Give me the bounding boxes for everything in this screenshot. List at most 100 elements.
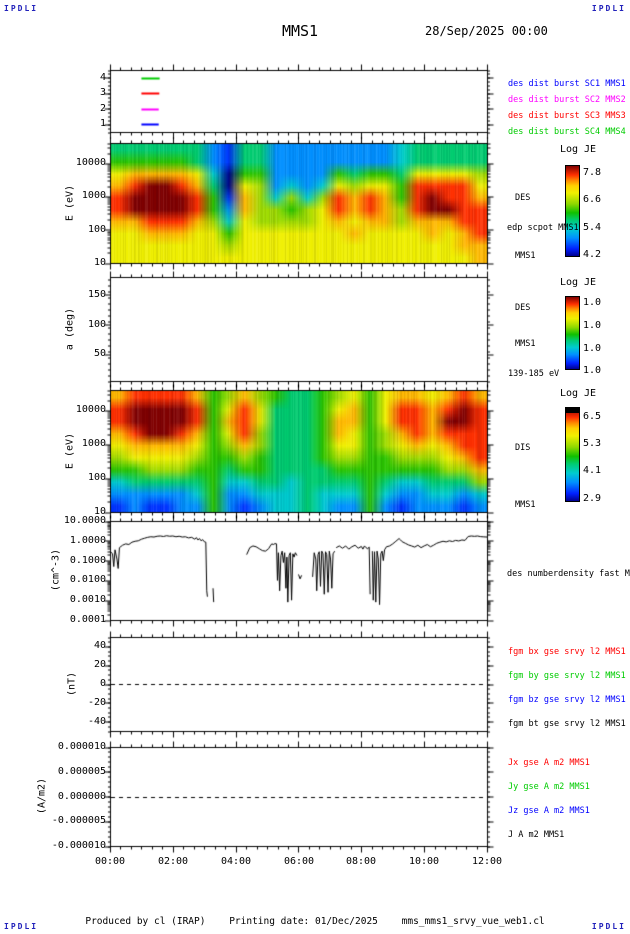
footer-filename: mms_mms1_srvy_vue_web1.cl <box>401 916 545 927</box>
footer-produced-by: Produced by cl (IRAP) <box>85 916 206 927</box>
des-pitch-angle-ylabel: a (deg) <box>64 307 76 351</box>
des-energy-spectrogram-ytick-label: 10000 <box>75 157 106 168</box>
x-axis-time-label: 00:00 <box>94 856 126 867</box>
x-axis-time-label: 04:00 <box>220 856 252 867</box>
ion-number-density-ylabel: (cm^-3) <box>50 548 62 592</box>
dis-energy-spectrogram-plot <box>102 382 495 520</box>
burst-availability-ytick-label: 2 <box>99 103 106 114</box>
des-pitch-angle-right-label: 139-185 eV <box>508 369 560 379</box>
magnetic-field-plot <box>102 629 495 739</box>
des-energy-spectrogram-right-label: DES <box>515 193 531 203</box>
ion-number-density-right-label: des numberdensity fast M <box>507 569 630 579</box>
magnetic-field-ytick-label: -20 <box>87 697 106 708</box>
ipdli-logo-bottom-left: IPDLI <box>4 922 39 931</box>
des-pitch-angle-colorbar-tick: 1.0 <box>583 297 602 308</box>
des-energy-spectrogram-right-label: edp scpot MMS1 <box>507 223 579 233</box>
des-pitch-angle-colorbar-tick: 1.0 <box>583 320 602 331</box>
dis-energy-spectrogram-colorbar-tick: 4.1 <box>583 465 602 476</box>
current-density-ytick-label: -0.000010 <box>51 840 106 851</box>
des-pitch-angle-colorbar-tick: 1.0 <box>583 343 602 354</box>
magnetic-field-right-label: fgm bt gse srvy l2 MMS1 <box>508 719 626 729</box>
x-axis-time-label: 08:00 <box>345 856 377 867</box>
ion-number-density-ytick-label: 0.0100 <box>69 574 106 585</box>
burst-availability-plot <box>102 62 495 140</box>
magnetic-field-right-label: fgm bx gse srvy l2 MMS1 <box>508 647 626 657</box>
current-density-plot <box>102 739 495 854</box>
burst-availability-right-label: des dist burst SC3 MMS3 <box>508 111 626 121</box>
dis-energy-spectrogram-right-label: MMS1 <box>515 500 536 510</box>
x-axis-time-label: 02:00 <box>157 856 189 867</box>
x-axis-time-label: 10:00 <box>408 856 440 867</box>
ion-number-density-ytick-label: 10.0000 <box>63 515 106 526</box>
dis-energy-spectrogram-colorbar-tick: 6.5 <box>583 411 602 422</box>
magnetic-field-ytick-label: 40 <box>93 640 106 651</box>
ipdli-logo-top-right: IPDLI <box>591 4 626 13</box>
ion-number-density-ytick-label: 0.0010 <box>69 594 106 605</box>
ion-number-density-plot <box>102 513 495 628</box>
magnetic-field-ytick-label: -40 <box>87 716 106 727</box>
burst-availability-ytick-label: 3 <box>99 87 106 98</box>
burst-availability-right-label: des dist burst SC4 MMS4 <box>508 127 626 137</box>
dis-energy-spectrogram-colorbar-overflow-cap <box>566 408 579 413</box>
des-pitch-angle-ytick-label: 150 <box>87 289 106 300</box>
des-pitch-angle-ytick-label: 100 <box>87 319 106 330</box>
dis-energy-spectrogram-ylabel: E (eV) <box>64 432 76 470</box>
page-title: MMS1 <box>281 22 319 40</box>
current-density-ytick-label: 0.000005 <box>57 766 106 777</box>
magnetic-field-right-label: fgm by gse srvy l2 MMS1 <box>508 671 626 681</box>
dis-energy-spectrogram-ytick-label: 1000 <box>81 438 106 449</box>
ion-number-density-ytick-label: 1.0000 <box>69 535 106 546</box>
footer: Produced by cl (IRAP) Printing date: 01/… <box>0 916 630 927</box>
current-density-right-label: Jy gse A m2 MMS1 <box>508 782 590 792</box>
ipdli-logo-top-left: IPDLI <box>4 4 39 13</box>
current-density-ylabel: (A/m2) <box>36 777 48 815</box>
x-axis-time-label: 12:00 <box>471 856 503 867</box>
des-pitch-angle-right-label: MMS1 <box>515 339 536 349</box>
des-energy-spectrogram-plot <box>102 135 495 271</box>
des-pitch-angle-ytick-label: 50 <box>93 348 106 359</box>
des-pitch-angle-plot <box>102 269 495 389</box>
magnetic-field-ylabel: (nT) <box>66 671 78 697</box>
des-pitch-angle-colorbar-title: Log JE <box>559 277 597 288</box>
dis-energy-spectrogram-right-label: DIS <box>515 443 531 453</box>
ion-number-density-ytick-label: 0.0001 <box>69 614 106 625</box>
current-density-ytick-label: 0.000000 <box>57 791 106 802</box>
burst-availability-right-label: des dist burst SC1 MMS1 <box>508 79 626 89</box>
des-energy-spectrogram-colorbar-title: Log JE <box>559 144 597 155</box>
current-density-ytick-label: 0.000010 <box>57 741 106 752</box>
des-energy-spectrogram-ytick-label: 100 <box>87 224 106 235</box>
dis-energy-spectrogram-colorbar <box>565 407 580 502</box>
dis-energy-spectrogram-ytick-label: 10 <box>93 506 106 517</box>
des-energy-spectrogram-colorbar-tick: 7.8 <box>583 167 602 178</box>
burst-availability-ytick-label: 1 <box>99 118 106 129</box>
des-energy-spectrogram-colorbar-tick: 5.4 <box>583 222 602 233</box>
des-energy-spectrogram-colorbar-tick: 4.2 <box>583 249 602 260</box>
burst-availability-right-label: des dist burst SC2 MMS2 <box>508 95 626 105</box>
dis-energy-spectrogram-colorbar-title: Log JE <box>559 388 597 399</box>
des-energy-spectrogram-ytick-label: 1000 <box>81 190 106 201</box>
header-datetime: 28/Sep/2025 00:00 <box>425 24 548 38</box>
dis-energy-spectrogram-ytick-label: 10000 <box>75 404 106 415</box>
footer-printing-date: Printing date: 01/Dec/2025 <box>229 916 378 927</box>
des-pitch-angle-right-label: DES <box>515 303 531 313</box>
des-energy-spectrogram-ytick-label: 10 <box>93 257 106 268</box>
magnetic-field-right-label: fgm bz gse srvy l2 MMS1 <box>508 695 626 705</box>
current-density-right-label: Jz gse A m2 MMS1 <box>508 806 590 816</box>
des-pitch-angle-colorbar <box>565 296 580 370</box>
current-density-ytick-label: -0.000005 <box>51 815 106 826</box>
x-axis-time-label: 06:00 <box>283 856 315 867</box>
des-energy-spectrogram-ylabel: E (eV) <box>64 184 76 222</box>
dis-energy-spectrogram-colorbar-tick: 2.9 <box>583 493 602 504</box>
des-energy-spectrogram-right-label: MMS1 <box>515 251 536 261</box>
current-density-right-label: J A m2 MMS1 <box>508 830 565 840</box>
des-pitch-angle-colorbar-tick: 1.0 <box>583 365 602 376</box>
ion-number-density-ytick-label: 0.1000 <box>69 555 106 566</box>
ipdli-logo-bottom-right: IPDLI <box>591 922 626 931</box>
magnetic-field-ytick-label: 0 <box>99 678 106 689</box>
dis-energy-spectrogram-colorbar-tick: 5.3 <box>583 438 602 449</box>
des-energy-spectrogram-colorbar <box>565 165 580 257</box>
dis-energy-spectrogram-ytick-label: 100 <box>87 472 106 483</box>
burst-availability-ytick-label: 4 <box>99 72 106 83</box>
current-density-right-label: Jx gse A m2 MMS1 <box>508 758 590 768</box>
